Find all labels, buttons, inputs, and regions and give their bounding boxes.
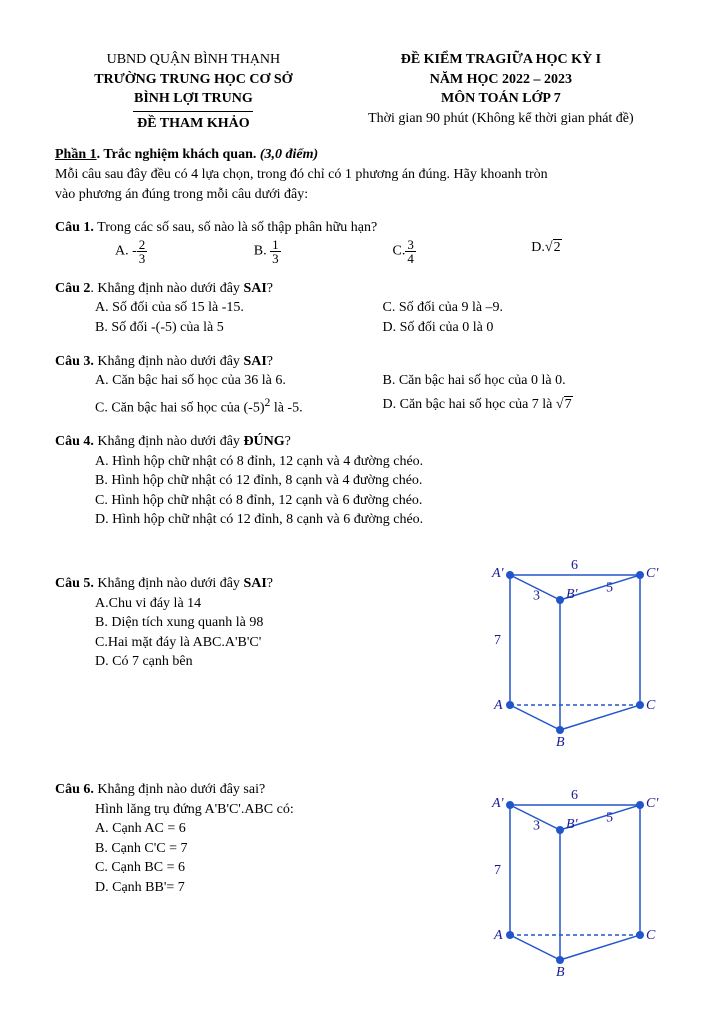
q5-text: Khẳng định nào dưới đây: [94, 576, 244, 591]
svg-text:C': C': [646, 566, 659, 581]
part1-instr1: Mỗi câu sau đây đều có 4 lựa chọn, trong…: [55, 165, 670, 185]
q6-b: B. Cạnh C'C = 7: [55, 839, 460, 859]
hdr-right-2: NĂM HỌC 2022 – 2023: [332, 70, 670, 90]
q1-b: B. 13: [254, 238, 393, 265]
q6-text: Khẳng định nào dưới đây sai?: [94, 782, 265, 797]
q2-label: Câu 2: [55, 281, 90, 296]
q2-a: A. Số đối của số 15 là -15.: [95, 298, 383, 318]
q3-text: Khẳng định nào dưới đây: [94, 354, 244, 369]
svg-text:A: A: [493, 698, 503, 713]
q3-b: B. Căn bậc hai số học của 0 là 0.: [383, 371, 671, 391]
q3-a: A. Căn bậc hai số học của 36 là 6.: [95, 371, 383, 391]
q2-text: . Khẳng định nào dưới đây: [90, 281, 243, 296]
q4-a: A. Hình hộp chữ nhật có 8 đỉnh, 12 cạnh …: [55, 452, 670, 472]
q5-d: D. Có 7 cạnh bên: [55, 652, 460, 672]
q5-c: C.Hai mặt đáy là ABC.A'B'C': [55, 633, 460, 653]
q4-c: C. Hình hộp chữ nhật có 8 đỉnh, 12 cạnh …: [55, 491, 670, 511]
svg-text:5: 5: [606, 580, 613, 595]
hdr-right-1: ĐỀ KIỂM TRAGIỮA HỌC KỲ I: [332, 50, 670, 70]
svg-text:A': A': [491, 796, 505, 811]
q6-label: Câu 6.: [55, 782, 94, 797]
q3-c: C. Căn bậc hai số học của (-5)2 là -5.: [95, 395, 383, 418]
svg-text:6: 6: [571, 558, 578, 573]
part1-instr2: vào phương án đúng trong mỗi câu dưới đâ…: [55, 185, 670, 205]
svg-text:B': B': [566, 587, 579, 602]
q4-b: B. Hình hộp chữ nhật có 12 đỉnh, 8 cạnh …: [55, 471, 670, 491]
svg-text:B: B: [556, 735, 565, 750]
q3-label: Câu 3.: [55, 354, 94, 369]
part1-sub: . Trắc nghiệm khách quan.: [97, 147, 257, 162]
divider: [133, 111, 253, 112]
part1-pts: (3,0 điểm): [256, 147, 318, 162]
q1-label: Câu 1.: [55, 220, 94, 235]
q1-c: C.34: [393, 238, 532, 265]
hdr-right-4: Thời gian 90 phút (Không kể thời gian ph…: [332, 109, 670, 129]
svg-text:7: 7: [494, 863, 501, 878]
q4-text: Khẳng định nào dưới đây: [94, 434, 244, 449]
hdr-right-3: MÔN TOÁN LỚP 7: [332, 89, 670, 109]
q3-d: D. Căn bậc hai số học của 7 là 7: [383, 395, 671, 418]
q5-a: A.Chu vi đáy là 14: [55, 594, 460, 614]
q1-a: A. -23: [115, 238, 254, 265]
part1-title: Phần 1: [55, 147, 97, 162]
q2-c: C. Số đối của 9 là –9.: [383, 298, 671, 318]
hdr-left-1: UBND QUẬN BÌNH THẠNH: [55, 50, 332, 70]
q6-a: A. Cạnh AC = 6: [55, 819, 460, 839]
prism-figure-2: A' C' B' A C B 6 5 7 3: [480, 780, 670, 980]
hdr-ref: ĐỀ THAM KHẢO: [55, 114, 332, 134]
svg-text:A: A: [493, 928, 503, 943]
q6-d: D. Cạnh BB'= 7: [55, 878, 460, 898]
svg-text:C: C: [646, 698, 656, 713]
svg-text:6: 6: [571, 788, 578, 803]
prism-figure-1: A' C' B' A C B 6 5 7 3: [480, 550, 670, 750]
svg-text:5: 5: [606, 810, 613, 825]
q6-c: C. Cạnh BC = 6: [55, 858, 460, 878]
q4-label: Câu 4.: [55, 434, 94, 449]
q1-d: D.2: [531, 238, 670, 265]
svg-text:C': C': [646, 796, 659, 811]
svg-text:3: 3: [533, 818, 540, 833]
svg-text:A': A': [491, 566, 505, 581]
q5-label: Câu 5.: [55, 576, 94, 591]
hdr-left-2: TRƯỜNG TRUNG HỌC CƠ SỞ: [55, 70, 332, 90]
q6-sub: Hình lăng trụ đứng A'B'C'.ABC có:: [55, 800, 460, 820]
svg-text:C: C: [646, 928, 656, 943]
hdr-left-3: BÌNH LỢI TRUNG: [55, 89, 332, 109]
svg-text:B': B': [566, 817, 579, 832]
q5-b: B. Diện tích xung quanh là 98: [55, 613, 460, 633]
q2-b: B. Số đối -(-5) của là 5: [95, 318, 383, 338]
svg-text:7: 7: [494, 633, 501, 648]
q1-text: Trong các số sau, số nào là số thập phân…: [94, 220, 377, 235]
q4-d: D. Hình hộp chữ nhật có 12 đỉnh, 8 cạnh …: [55, 510, 670, 530]
q2-d: D. Số đối của 0 là 0: [383, 318, 671, 338]
svg-text:3: 3: [533, 588, 540, 603]
svg-text:B: B: [556, 965, 565, 980]
